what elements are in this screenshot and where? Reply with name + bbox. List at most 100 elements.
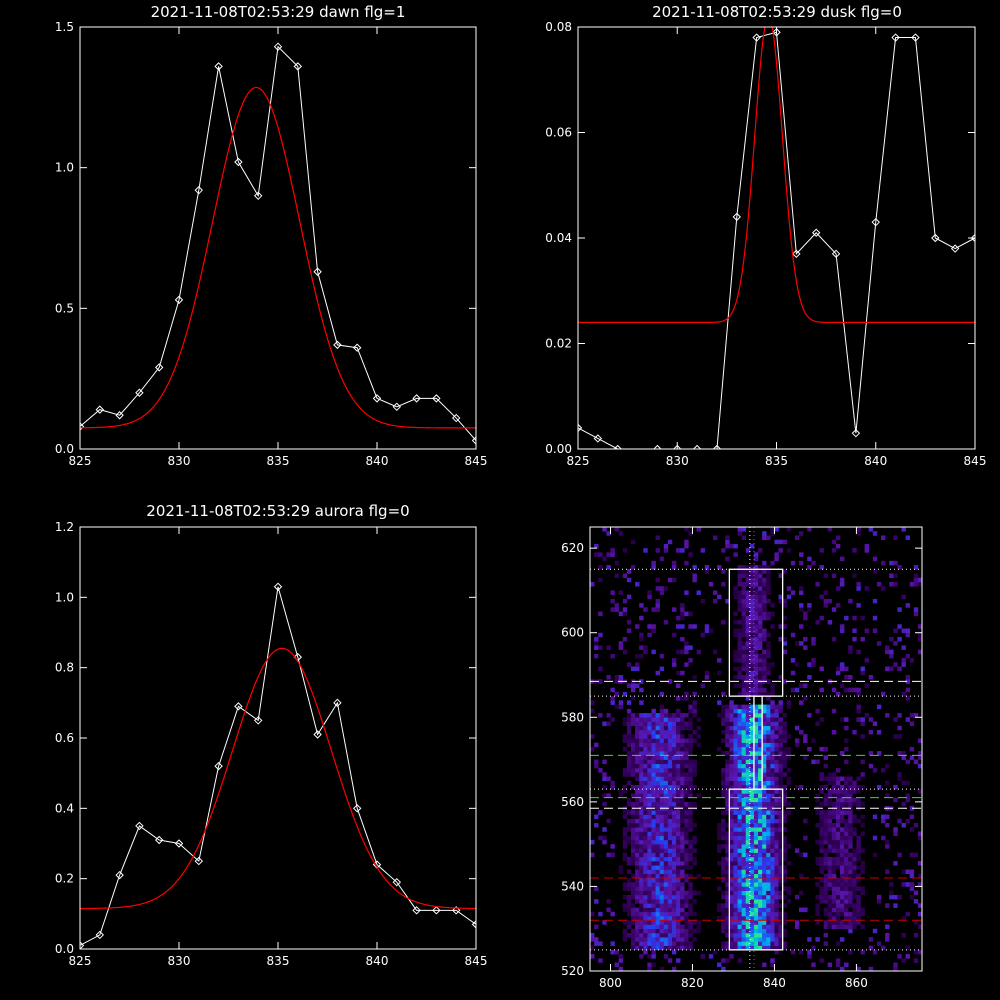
spectrogram-pixel — [594, 899, 599, 904]
spectrogram-pixel — [721, 861, 726, 866]
spectrogram-pixel — [860, 784, 865, 790]
spectrogram-pixel — [766, 565, 771, 570]
spectrogram-pixel — [835, 543, 841, 549]
spectrogram-pixel — [819, 746, 824, 752]
spectrogram-pixel — [762, 924, 767, 930]
spectrogram-pixel — [753, 827, 759, 832]
spectrogram-pixel — [741, 835, 747, 841]
spectrogram-pixel — [745, 848, 751, 853]
spectrogram-pixel — [917, 581, 922, 587]
spectrogram-pixel — [667, 772, 673, 777]
spectrogram-pixel — [643, 649, 648, 655]
spectrogram-pixel — [827, 856, 833, 862]
spectrogram-pixel — [905, 696, 910, 701]
spectrogram-pixel — [848, 818, 853, 824]
spectrogram-pixel — [676, 768, 681, 773]
spectrogram-pixel — [717, 835, 722, 841]
spectrogram-pixel — [835, 865, 841, 870]
spectrogram-pixel — [667, 679, 673, 684]
spectrogram-pixel — [643, 755, 648, 760]
spectrogram-pixel — [676, 772, 681, 777]
spectrogram-pixel — [770, 531, 775, 536]
spectrogram-pixel — [745, 624, 751, 629]
spectrogram-pixel — [651, 746, 656, 752]
spectrogram-pixel — [663, 789, 669, 794]
spectrogram-pixel — [676, 755, 681, 760]
aurora-data-point — [95, 930, 105, 940]
aurora-xtick-label: 840 — [366, 954, 389, 968]
spectrogram-pixel — [753, 755, 759, 760]
spectrogram-pixel — [606, 675, 611, 680]
spectrogram-pixel — [782, 615, 788, 621]
spectrogram-pixel — [905, 818, 910, 824]
spectrogram-pixel — [885, 823, 890, 828]
spectrogram-pixel — [684, 848, 689, 853]
spectrogram-pixel — [749, 899, 755, 904]
spectrogram-pixel — [659, 966, 665, 971]
spectrogram-pixel — [676, 958, 681, 963]
spectrogram-pixel — [635, 920, 640, 925]
spectrogram-pixel — [893, 535, 898, 540]
spectrogram-pixel — [680, 945, 685, 951]
dawn-ytick-label: 1.5 — [55, 20, 74, 34]
spectrogram-pixel — [676, 877, 681, 883]
spectrogram-pixel — [729, 916, 734, 921]
spectrogram-pixel — [733, 907, 738, 913]
spectrogram-pixel — [778, 573, 783, 579]
spectrogram-pixel — [770, 882, 775, 887]
spectrogram-pixel — [684, 873, 689, 879]
spectrogram-pixel — [680, 776, 685, 782]
spectrogram-pixel — [676, 548, 681, 553]
spectrogram-pixel — [667, 759, 673, 765]
spectrogram-pixel — [799, 729, 804, 735]
spectrogram-pixel — [737, 873, 742, 879]
spectrogram-pixel — [676, 810, 681, 815]
spectrogram-pixel — [770, 899, 775, 904]
spectrogram-pixel — [594, 636, 599, 642]
spectrogram-pixel — [770, 920, 775, 925]
spectrogram-pixel — [758, 573, 763, 579]
spectrogram-pixel — [778, 738, 783, 743]
spectrogram-pixel — [753, 675, 759, 680]
spectrogram-pixel — [602, 784, 607, 790]
spectrogram-pixel — [721, 569, 726, 574]
spectrogram-pixel — [770, 763, 775, 769]
spectrogram-pixel — [659, 780, 665, 786]
spectrogram-pixel — [844, 823, 849, 828]
spectrogram-pixel — [848, 823, 853, 828]
spectrogram-pixel — [749, 598, 755, 604]
spectrogram-pixel — [610, 598, 615, 604]
spectrogram-pixel — [827, 801, 833, 807]
spectrogram-pixel — [639, 721, 644, 727]
spectrogram-pixel — [688, 721, 693, 727]
spectrogram-pixel — [725, 704, 730, 710]
spectrogram-pixel — [766, 844, 771, 849]
spectrogram-pixel — [737, 941, 742, 946]
spectrogram-pixel — [774, 932, 779, 938]
spectrogram-pixel — [835, 907, 841, 913]
spectrogram-pixel — [782, 797, 788, 803]
spectrogram-pixel — [676, 916, 681, 921]
spectrogram-pixel — [860, 636, 865, 642]
spectrogram-pixel — [893, 903, 898, 908]
spectrogram-pixel — [766, 632, 771, 638]
spectrogram-pixel — [745, 573, 751, 579]
spectrogram-pixel — [860, 869, 865, 875]
spectrogram-pixel — [733, 844, 738, 849]
spectrogram-pixel — [659, 666, 665, 672]
spectrogram-pixel — [696, 717, 701, 722]
spectrogram-pixel — [745, 818, 751, 824]
spectrogram-pixel — [758, 683, 763, 688]
spectrogram-pixel — [729, 848, 734, 853]
spectrogram-pixel — [626, 729, 632, 735]
spectrogram-pixel — [852, 827, 857, 832]
spectrogram-pixel — [688, 865, 693, 870]
spectrogram-pixel — [635, 734, 640, 739]
spectrogram-pixel — [651, 560, 656, 566]
spectrogram-pixel — [676, 920, 681, 925]
spectrogram-pixel — [848, 924, 853, 930]
spectrogram-pixel — [598, 958, 603, 963]
spectrogram-pixel — [630, 945, 636, 951]
spectrogram-pixel — [737, 823, 742, 828]
spectrogram-pixel — [860, 759, 865, 765]
